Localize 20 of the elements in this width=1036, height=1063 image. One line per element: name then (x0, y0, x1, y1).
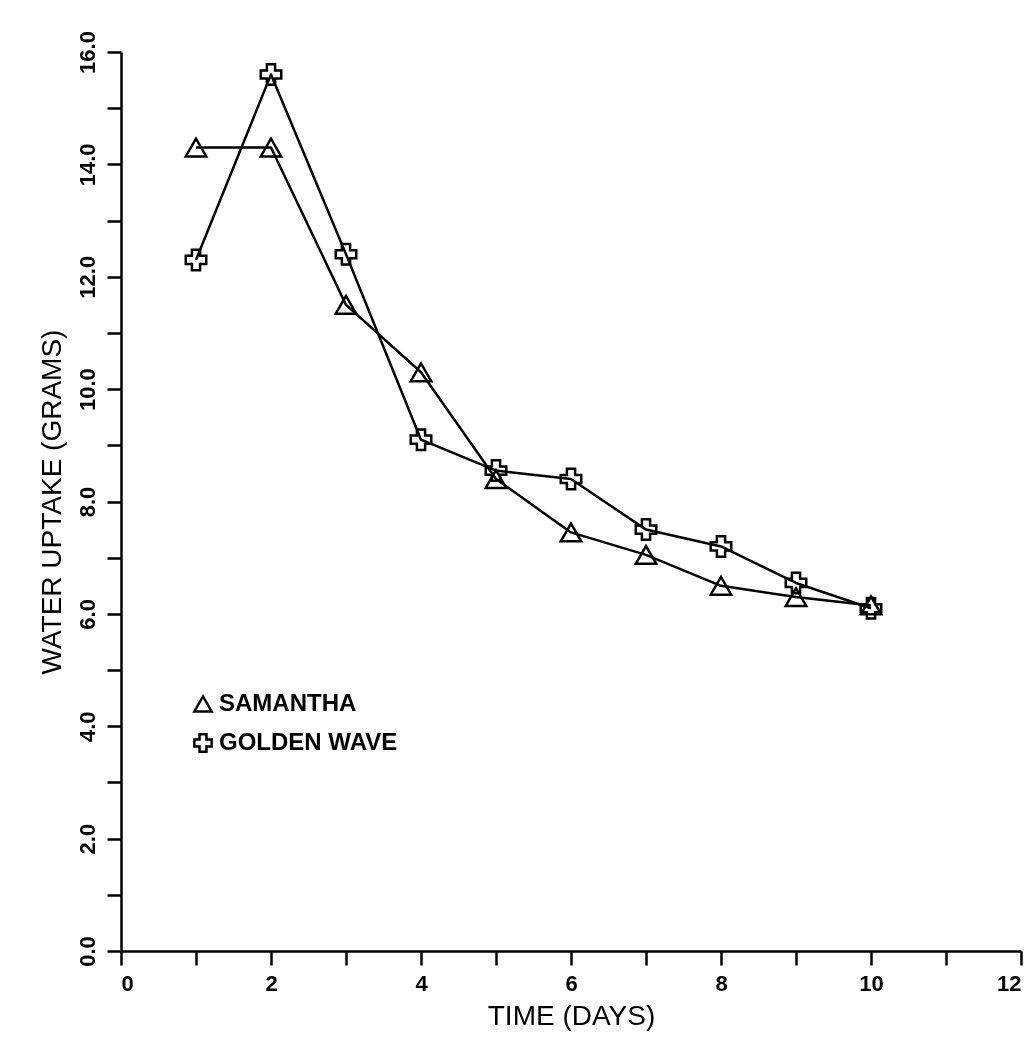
x-tick-label: 6 (565, 970, 578, 996)
x-tick-label: 4 (415, 970, 429, 996)
y-axis-title: WATER UPTAKE (GRAMS) (35, 329, 67, 675)
y-tick-label: 0.0 (74, 936, 100, 967)
x-tick-label: 0 (121, 970, 134, 996)
y-tick-label: 14.0 (74, 143, 100, 187)
y-tick-label: 16.0 (74, 31, 100, 74)
legend-label: GOLDEN WAVE (219, 728, 398, 755)
legend-label: SAMANTHA (219, 689, 357, 716)
y-tick-label: 8.0 (74, 486, 100, 518)
y-tick-label: 12.0 (74, 255, 100, 299)
x-axis-title: TIME (DAYS) (487, 999, 656, 1031)
y-tick-label: 10.0 (74, 368, 100, 412)
y-tick-label: 2.0 (74, 823, 100, 855)
x-tick-label: 10 (859, 970, 884, 996)
x-tick-label: 8 (715, 970, 728, 996)
x-tick-label: 12 (997, 970, 1022, 996)
y-tick-label: 6.0 (74, 599, 100, 630)
x-tick-label: 2 (265, 970, 278, 996)
y-tick-label: 4.0 (74, 711, 100, 743)
